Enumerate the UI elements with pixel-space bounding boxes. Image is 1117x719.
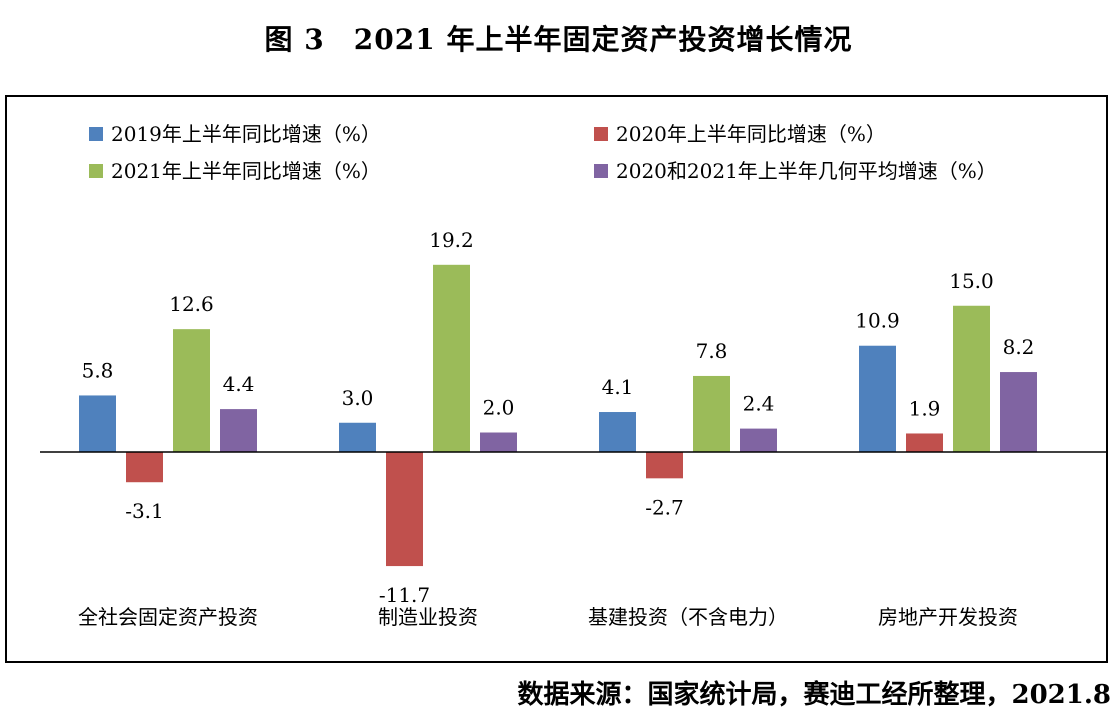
value-label-s4-c2: 2.0 [483, 396, 515, 420]
value-label-s4-c1: 4.4 [223, 372, 255, 396]
legend-swatch-4 [594, 164, 608, 178]
value-label-s2-c2: -11.7 [379, 583, 430, 607]
value-label-s4-c3: 2.4 [743, 392, 775, 416]
bar-s2-c4 [906, 433, 943, 452]
value-label-s3-c1: 12.6 [169, 292, 214, 316]
category-label-2: 制造业投资 [378, 605, 478, 629]
bar-s3-c4 [953, 305, 990, 452]
bar-s2-c3 [646, 452, 683, 479]
bar-s1-c2 [339, 422, 376, 452]
bar-s4-c3 [740, 428, 777, 452]
bar-s3-c1 [173, 329, 210, 452]
bar-s4-c1 [220, 409, 257, 452]
value-label-s2-c4: 1.9 [909, 396, 941, 420]
legend-label-3: 2021年上半年同比增速（%） [111, 159, 381, 183]
value-labels: 5.8 3.0 4.1 10.9 -3.1 -11.7 -2.7 1.9 12.6 19.2 7.8… [82, 228, 1035, 607]
value-label-s1-c1: 5.8 [82, 358, 114, 382]
legend-swatch-3 [89, 164, 103, 178]
bar-s1-c3 [599, 412, 636, 452]
bar-s2-c2 [386, 452, 423, 567]
value-label-s3-c3: 7.8 [696, 339, 728, 363]
bar-s3-c3 [693, 375, 730, 452]
legend-label-4: 2020和2021年上半年几何平均增速（%） [616, 159, 997, 183]
value-label-s2-c3: -2.7 [645, 495, 684, 519]
chart-frame: 2019年上半年同比增速（%） 2020年上半年同比增速（%） 2021年上半年同比… [5, 95, 1108, 663]
legend-label-1: 2019年上半年同比增速（%） [111, 122, 381, 146]
bar-s2-c1 [126, 452, 163, 483]
category-label-4: 房地产开发投资 [878, 605, 1018, 629]
legend-swatch-2 [594, 127, 608, 141]
category-label-1: 全社会固定资产投资 [78, 605, 258, 629]
legend-label-2: 2020年上半年同比增速（%） [616, 122, 886, 146]
chart-title: 图 3 2021 年上半年固定资产投资增长情况 [264, 23, 853, 56]
value-label-s1-c3: 4.1 [602, 375, 634, 399]
source-note: 数据来源：国家统计局，赛迪工经所整理，2021.8 [517, 680, 1111, 710]
bar-s1-c4 [859, 345, 896, 452]
bar-s3-c2 [433, 264, 470, 452]
value-label-s2-c1: -3.1 [125, 499, 164, 523]
category-labels: 全社会固定资产投资 制造业投资 基建投资（不含电力） 房地产开发投资 [78, 605, 1018, 629]
bars [79, 264, 1037, 567]
value-label-s1-c4: 10.9 [855, 309, 900, 333]
bar-s4-c4 [1000, 372, 1037, 452]
value-label-s1-c2: 3.0 [342, 386, 374, 410]
value-label-s4-c4: 8.2 [1003, 335, 1035, 359]
value-label-s3-c2: 19.2 [429, 228, 474, 252]
bar-s4-c2 [480, 432, 517, 452]
bar-s1-c1 [79, 395, 116, 452]
legend-swatch-1 [89, 127, 103, 141]
chart-svg: 2019年上半年同比增速（%） 2020年上半年同比增速（%） 2021年上半年同比… [40, 122, 1106, 629]
legend: 2019年上半年同比增速（%） 2020年上半年同比增速（%） 2021年上半年同比… [89, 122, 997, 183]
category-label-3: 基建投资（不含电力） [588, 605, 788, 629]
value-label-s3-c4: 15.0 [949, 269, 994, 293]
